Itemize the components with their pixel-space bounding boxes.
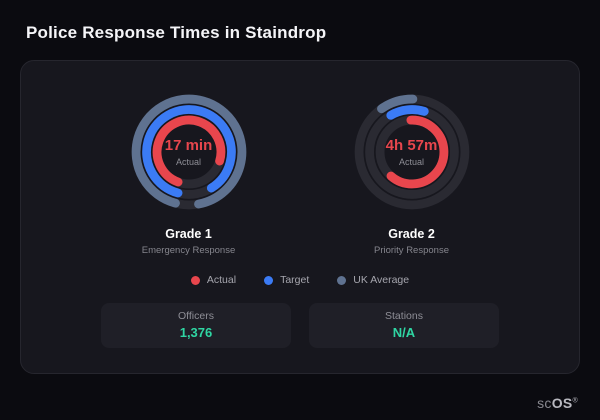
legend-dot-target-icon [264, 275, 274, 285]
legend: Actual Target UK Average [21, 274, 579, 286]
legend-label-target: Target [280, 274, 310, 286]
gauge-grade-2-value-label: Actual [398, 157, 424, 167]
gauge-grade-2-rings [354, 94, 469, 210]
stat-stations-value: N/A [392, 325, 416, 340]
gauge-grade-1-chart: 17 min Actual [126, 89, 252, 215]
scos-logo-bold: OS [551, 395, 573, 411]
gauge-grade-2-value: 4h 57m [385, 137, 438, 154]
gauge-grade-1-value: 17 min [164, 137, 213, 154]
gauge-grade-1-center: 17 min Actual [126, 89, 252, 215]
gauge-grade-1-title: Grade 1 [165, 227, 212, 241]
stats-row: Officers 1,376 Stations N/A [101, 303, 499, 348]
stat-officers-value: 1,376 [179, 325, 213, 340]
scos-logo-light: sc [537, 395, 552, 411]
legend-item-uk-average[interactable]: UK Average [337, 274, 409, 286]
legend-label-uk-average: UK Average [353, 274, 410, 286]
stat-officers-label: Officers [178, 310, 214, 322]
legend-item-actual[interactable]: Actual [190, 274, 237, 286]
gauges-row: 17 min Actual Grade 1 Emergency Response… [21, 89, 579, 256]
stat-officers: Officers 1,376 [101, 303, 291, 348]
page-title: Police Response Times in Staindrop [26, 23, 327, 42]
legend-dot-actual-icon [190, 275, 200, 285]
scos-logo: scOS® [537, 395, 578, 411]
legend-dot-uk-average-icon [337, 275, 347, 285]
legend-item-target[interactable]: Target [264, 274, 309, 286]
legend-label-actual: Actual [206, 274, 237, 286]
gauge-grade-1-value-label: Actual [175, 157, 201, 167]
response-times-card: 17 min Actual Grade 1 Emergency Response… [20, 60, 580, 374]
gauge-grade-2-chart: 4h 57m Actual [349, 89, 475, 215]
stat-stations: Stations N/A [309, 303, 499, 348]
gauge-grade-1: 17 min Actual Grade 1 Emergency Response [126, 89, 252, 256]
registered-mark: ® [572, 397, 578, 405]
gauge-grade-2-title: Grade 2 [388, 227, 435, 241]
gauge-grade-1-rings [131, 94, 246, 210]
stat-stations-label: Stations [385, 310, 423, 322]
gauge-grade-2: 4h 57m Actual Grade 2 Priority Response [349, 89, 475, 256]
gauge-grade-2-subtitle: Priority Response [374, 245, 449, 256]
gauge-grade-2-center: 4h 57m Actual [349, 89, 475, 215]
gauge-grade-1-subtitle: Emergency Response [141, 245, 236, 256]
